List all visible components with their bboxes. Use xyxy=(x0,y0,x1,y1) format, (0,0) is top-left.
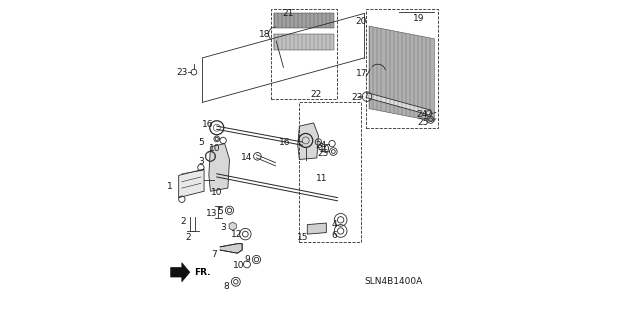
Polygon shape xyxy=(274,34,334,50)
Text: 13: 13 xyxy=(205,209,217,218)
Text: 4: 4 xyxy=(332,220,337,229)
Text: 21: 21 xyxy=(282,9,293,18)
Polygon shape xyxy=(369,26,435,122)
Text: 10: 10 xyxy=(319,145,330,154)
Text: 25: 25 xyxy=(317,149,329,158)
Text: 25: 25 xyxy=(417,117,429,127)
Text: 17: 17 xyxy=(356,69,367,78)
Text: 20: 20 xyxy=(355,17,366,26)
Text: 22: 22 xyxy=(310,90,322,99)
Polygon shape xyxy=(229,222,236,230)
Text: 10: 10 xyxy=(233,261,244,271)
Text: 12: 12 xyxy=(231,230,243,239)
Text: 7: 7 xyxy=(212,250,218,259)
Text: 2: 2 xyxy=(186,233,191,242)
Text: 15: 15 xyxy=(297,233,308,242)
Text: 19: 19 xyxy=(413,14,424,23)
Text: 16: 16 xyxy=(278,137,290,146)
Text: 23: 23 xyxy=(176,68,188,77)
Bar xyxy=(366,9,438,128)
Text: 6: 6 xyxy=(332,231,337,240)
Text: 10: 10 xyxy=(211,188,223,197)
Text: 9: 9 xyxy=(244,255,250,264)
Text: 3: 3 xyxy=(220,223,226,232)
Polygon shape xyxy=(220,244,242,253)
Text: 1: 1 xyxy=(167,182,173,191)
Text: 3: 3 xyxy=(198,157,204,166)
Bar xyxy=(300,102,362,242)
Text: FR.: FR. xyxy=(194,268,211,277)
Text: 11: 11 xyxy=(316,174,327,183)
Text: 24: 24 xyxy=(315,141,326,150)
Text: 23: 23 xyxy=(352,93,363,102)
Polygon shape xyxy=(307,223,326,234)
Text: 16: 16 xyxy=(202,120,214,129)
Text: SLN4B1400A: SLN4B1400A xyxy=(364,277,422,286)
Polygon shape xyxy=(366,93,431,115)
Polygon shape xyxy=(298,123,319,160)
Text: 5: 5 xyxy=(217,207,223,216)
Text: 18: 18 xyxy=(259,30,270,39)
Polygon shape xyxy=(179,169,204,197)
Polygon shape xyxy=(274,13,334,28)
Polygon shape xyxy=(171,263,190,282)
Text: 24: 24 xyxy=(417,110,428,119)
Text: 8: 8 xyxy=(223,282,229,291)
Text: 14: 14 xyxy=(241,153,252,162)
Text: 10: 10 xyxy=(209,144,220,153)
Polygon shape xyxy=(209,144,230,191)
Text: 2: 2 xyxy=(180,217,186,226)
Text: 5: 5 xyxy=(198,137,204,146)
Bar xyxy=(271,9,337,99)
